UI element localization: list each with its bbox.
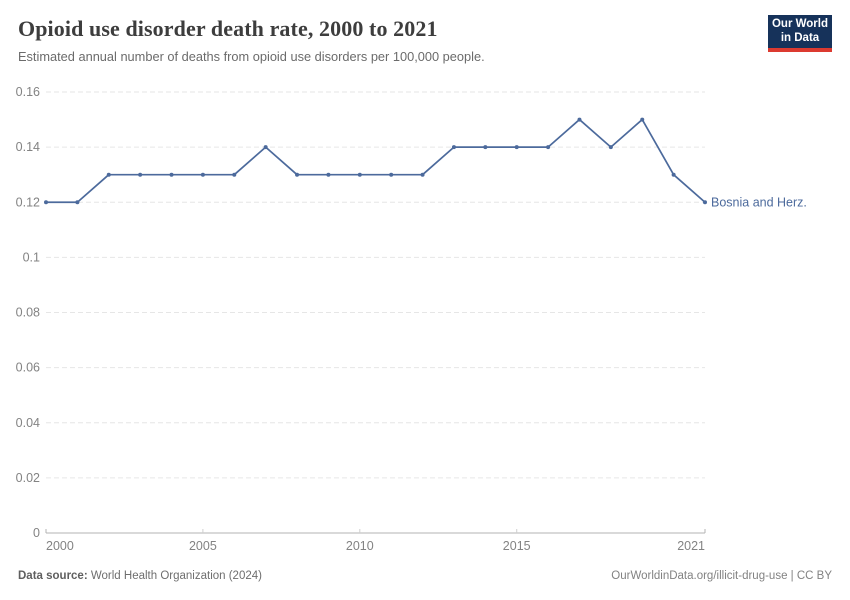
data-source: Data source: World Health Organization (… [18,570,262,582]
data-point[interactable] [420,172,425,177]
data-point[interactable] [483,145,488,150]
data-source-label: Data source: [18,570,88,582]
y-axis-tick-label: 0.14 [16,140,40,154]
x-axis-tick-label: 2005 [189,539,217,553]
data-point[interactable] [326,172,331,177]
data-point[interactable] [106,172,111,177]
data-point[interactable] [75,200,80,205]
data-point[interactable] [389,172,394,177]
x-axis-tick-label: 2021 [677,539,705,553]
data-source-value: World Health Organization (2024) [90,570,262,582]
data-line[interactable] [46,118,706,204]
data-point[interactable] [451,145,456,150]
owid-logo[interactable]: Our World in Data [768,15,832,52]
owid-logo-line1: Our World [771,18,828,31]
owid-logo-line2: in Data [780,31,820,44]
data-point[interactable] [608,145,613,150]
data-point[interactable] [640,117,645,122]
y-axis-tick-label: 0.02 [16,471,40,485]
data-point[interactable] [514,145,519,150]
y-axis-tick-label: 0 [33,526,40,540]
y-axis-tick-label: 0.08 [16,306,40,320]
x-axis-tick-label: 2010 [346,539,374,553]
data-point[interactable] [263,145,268,150]
data-point[interactable] [295,172,300,177]
data-point[interactable] [138,172,143,177]
y-axis-tick-label: 0.16 [16,85,40,99]
series-end-label[interactable]: Bosnia and Herz. [711,195,807,209]
y-axis-tick-label: 0.1 [23,250,40,264]
chart-header: Opioid use disorder death rate, 2000 to … [18,16,740,66]
data-point[interactable] [671,172,676,177]
data-point[interactable] [169,172,174,177]
data-point[interactable] [577,117,582,122]
chart-subtitle: Estimated annual number of deaths from o… [18,49,485,65]
x-axis-tick-label: 2000 [46,539,74,553]
chart-title: Opioid use disorder death rate, 2000 to … [18,16,438,41]
y-axis-tick-label: 0.04 [16,416,40,430]
x-axis-tick-label: 2015 [503,539,531,553]
data-point[interactable] [44,200,48,205]
chart-footer: Data source: World Health Organization (… [18,570,832,582]
data-point[interactable] [546,145,551,150]
y-axis-tick-label: 0.06 [16,361,40,375]
y-axis-tick-label: 0.12 [16,195,40,209]
data-point[interactable] [200,172,205,177]
data-point[interactable] [703,200,707,205]
credit-link[interactable]: OurWorldinData.org/illicit-drug-use | CC… [611,570,832,582]
data-point[interactable] [357,172,362,177]
data-point[interactable] [232,172,237,177]
